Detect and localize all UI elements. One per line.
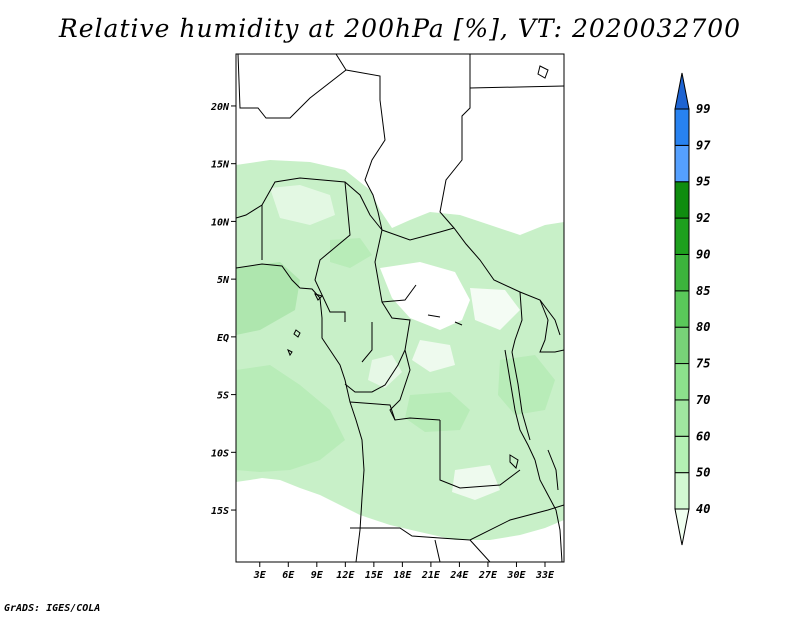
colorbar-swatch (674, 217, 690, 255)
colorbar-label: 70 (696, 393, 710, 407)
humidity-moist-band-5 (405, 392, 470, 432)
border-north-3 (439, 54, 521, 293)
colorbar-label: 85 (696, 284, 710, 298)
border-mark-2 (427, 314, 463, 326)
border-island-2 (287, 348, 293, 357)
colorbar-upper-arrow (674, 72, 690, 110)
humidity-dry-pocket-5 (452, 465, 500, 500)
humidity-moist-band-1 (236, 262, 300, 335)
lon-tick-label: 12E (336, 570, 355, 581)
colorbar-label: 75 (696, 357, 710, 371)
lon-tick-label: 9E (311, 570, 324, 581)
colorbar-label: 60 (696, 429, 710, 443)
humidity-moist-band-2 (236, 365, 345, 472)
border-lake-4 (537, 65, 549, 79)
humidity-dry-pocket-4 (368, 355, 402, 388)
lon-tick-label: 21E (421, 570, 441, 581)
lat-tick-label: 20N (210, 102, 230, 113)
lon-tick-label: 27E (478, 570, 498, 581)
map-title: Relative humidity at 200hPa [%], VT: 202… (58, 14, 742, 43)
lat-tick-label: 10S (211, 448, 229, 459)
humidity-moist-band-4 (498, 355, 555, 415)
humidity-dry-pocket-2 (470, 288, 520, 330)
latitude-labels: 20N 15N 10N 5N EQ 5S 10S 15S (210, 102, 236, 517)
border-coastline (236, 263, 365, 562)
colorbar-swatch (674, 326, 690, 365)
colorbar-label: 80 (696, 320, 710, 334)
colorbar-label: 50 (696, 466, 710, 480)
border-east-1 (511, 291, 523, 353)
colorbar-label: 40 (696, 502, 710, 516)
border-lake-2 (511, 351, 531, 441)
colorbar-swatch (674, 108, 690, 146)
border-north-4 (469, 85, 564, 89)
border-central-3 (361, 322, 373, 363)
colorbar: 40 50 60 70 75 80 85 90 92 95 97 99 (674, 72, 711, 546)
lat-tick-label: 5S (217, 391, 229, 402)
border-central-4 (389, 349, 441, 421)
humidity-dry-pocket-6 (270, 185, 335, 225)
map-frame (235, 53, 565, 563)
colorbar-label: 97 (696, 138, 711, 152)
lon-tick-label: 30E (506, 570, 526, 581)
colorbar-swatch (674, 181, 690, 219)
border-south-3 (350, 504, 564, 541)
border-east-3 (534, 459, 563, 562)
lon-tick-label: 6E (282, 570, 295, 581)
border-lake-1 (504, 349, 536, 461)
humidity-field (236, 160, 564, 540)
colorbar-swatch (674, 144, 690, 183)
colorbar-label: 99 (696, 102, 710, 116)
lat-tick-label: 15S (211, 506, 229, 517)
border-north-2 (345, 69, 386, 231)
lat-tick-label: EQ (217, 333, 229, 344)
border-south-4 (434, 539, 441, 562)
lon-tick-label: 15E (365, 570, 384, 581)
colorbar-label: 90 (696, 247, 710, 261)
lon-tick-label: 18E (393, 570, 412, 581)
colorbar-label: 95 (696, 175, 710, 189)
border-central-1 (381, 227, 455, 241)
grads-credit: GrADS: IGES/COLA (4, 603, 101, 614)
humidity-region-east (520, 222, 564, 262)
border-east-4 (547, 449, 559, 491)
colorbar-label: 92 (696, 211, 710, 225)
country-borders (236, 54, 564, 562)
colorbar-swatch (674, 472, 690, 510)
border-south-5 (469, 539, 491, 562)
lat-tick-label: 15N (211, 160, 230, 171)
border-mark-1 (314, 293, 323, 301)
border-lake-3 (509, 454, 519, 469)
humidity-dry-pocket-1 (380, 262, 470, 330)
humidity-moist-band-3 (330, 238, 372, 268)
humidity-dry-pocket-3 (412, 340, 455, 372)
border-south-2 (439, 420, 521, 489)
lon-tick-label: 33E (535, 570, 555, 581)
border-west-3 (314, 181, 351, 322)
colorbar-swatch (674, 399, 690, 437)
lat-tick-label: 5N (217, 275, 230, 286)
lat-tick-label: 10N (211, 217, 230, 228)
colorbar-swatch (674, 435, 690, 474)
colorbar-lower-arrow (674, 508, 690, 546)
lon-tick-label: 3E (253, 570, 267, 581)
colorbar-swatch (674, 290, 690, 328)
colorbar-swatch (674, 363, 690, 401)
border-central-5 (519, 291, 561, 336)
colorbar-swatch (674, 253, 690, 292)
border-central-2 (344, 301, 411, 393)
border-north-1 (237, 54, 347, 119)
border-south-1 (349, 401, 396, 421)
lon-tick-label: 24E (449, 570, 469, 581)
border-island-1 (293, 329, 301, 338)
border-east-2 (539, 299, 564, 353)
longitude-labels: 3E 6E 9E 12E 15E 18E 21E 24E 27E 30E 33E (253, 562, 555, 581)
